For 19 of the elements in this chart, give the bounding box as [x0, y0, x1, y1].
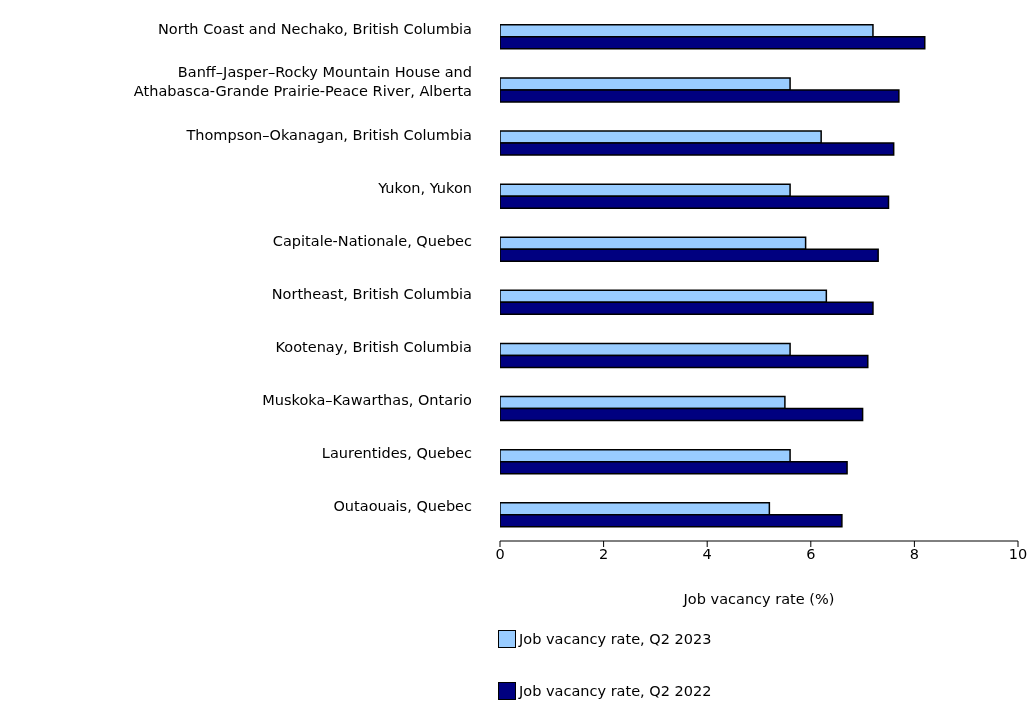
y-tick-label: Capitale-Nationale, Quebec: [272, 232, 473, 249]
y-tick-label: Laurentides, Quebec: [321, 445, 473, 462]
legend-label: Job vacancy rate, Q2 2023: [519, 631, 712, 647]
y-tick-label: Outaouais, Quebec: [333, 498, 473, 515]
x-tick-label: 2: [598, 546, 609, 563]
y-tick-label: Northeast, British Columbia: [271, 286, 472, 303]
y-tick-label: Banff–Jasper–Rocky Mountain House and Athabasca-Grande Prairie-Peace River, Alberta: [133, 64, 472, 100]
y-tick-label: Muskoka–Kawarthas, Ontario: [262, 392, 473, 409]
legend-label: Job vacancy rate, Q2 2022: [519, 683, 712, 699]
y-tick-label: Yukon, Yukon: [377, 179, 472, 196]
y-tick-label: North Coast and Nechako, British Columbia: [157, 20, 472, 37]
x-tick-label: 8: [909, 546, 920, 563]
y-tick-label: Kootenay, British Columbia: [275, 339, 472, 356]
x-axis-title: Job vacancy rate (%): [682, 591, 835, 607]
x-tick-label: 0: [495, 546, 505, 563]
x-tick-label: 4: [702, 546, 712, 563]
x-tick-label: 10: [1008, 546, 1028, 563]
x-tick-label: 6: [806, 546, 816, 563]
y-tick-label: Thompson–Okanagan, British Columbia: [185, 126, 472, 143]
